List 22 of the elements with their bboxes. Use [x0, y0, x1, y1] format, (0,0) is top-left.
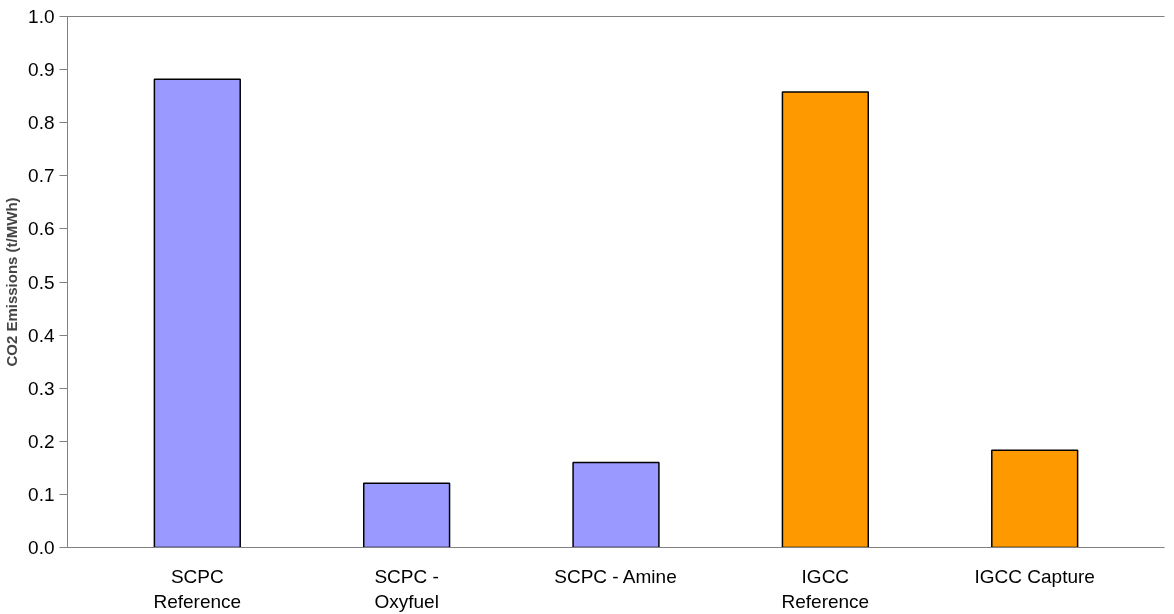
y-tick-label: 0.5: [28, 271, 55, 293]
bar: [781, 91, 870, 548]
y-tick-label: 1.0: [28, 6, 55, 27]
y-tick-label: 0.6: [28, 218, 55, 240]
x-tick-label: IGCC Capture: [974, 565, 1095, 587]
x-tick-label: SCPC - Oxyfuel: [374, 565, 439, 612]
bar: [362, 482, 451, 548]
y-tick-label: 0.4: [28, 324, 55, 346]
y-tick-label: 0.8: [28, 112, 55, 134]
x-tick-label: SCPC Reference: [153, 565, 242, 612]
y-tick-label: 0.3: [28, 377, 55, 399]
bar: [572, 461, 660, 548]
y-tick-label: 0.9: [28, 59, 55, 81]
y-axis-title: CO2 Emissions (t/MWh): [3, 197, 21, 367]
y-tick-label: 0.1: [28, 483, 55, 505]
y-tick-label: 0.7: [28, 165, 55, 187]
x-tick-label: IGCC Reference: [781, 565, 870, 612]
x-tick-label: SCPC - Amine: [554, 565, 677, 587]
y-tick-label: 0.0: [28, 537, 55, 558]
bar: [153, 78, 241, 548]
y-tick-label: 0.2: [28, 430, 55, 452]
bar: [991, 449, 1079, 548]
